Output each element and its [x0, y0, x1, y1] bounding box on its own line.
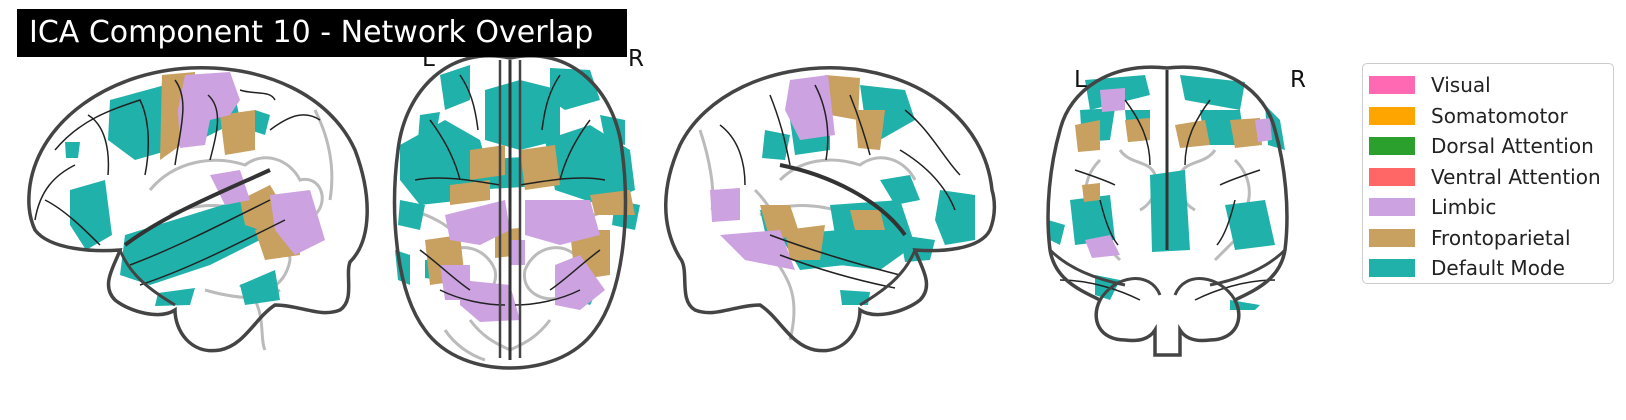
- sagittal-left-sulci: [34, 79, 321, 286]
- legend-swatch: [1369, 259, 1415, 277]
- sagittal-left-view: [27, 66, 369, 353]
- legend-swatch: [1369, 167, 1415, 186]
- sagittal-right-frontoparietal: [760, 75, 885, 260]
- legend-label: Ventral Attention: [1431, 164, 1601, 189]
- legend-item: Somatomotor: [1369, 103, 1568, 129]
- legend-item: Default Mode: [1369, 255, 1565, 281]
- sagittal-left-sylvian: [123, 168, 271, 247]
- sagittal-left-temporal-lobe: [118, 249, 176, 307]
- sagittal-right-sulci: [719, 84, 961, 289]
- axial-view: L R: [392, 46, 644, 370]
- legend-swatch: [1369, 137, 1415, 155]
- sagittal-right-temporal-lobe: [859, 249, 917, 307]
- axial-right-label: R: [628, 46, 644, 72]
- axial-sulci: [414, 74, 606, 306]
- legend-label: Dorsal Attention: [1431, 134, 1594, 158]
- figure-title: ICA Component 10 - Network Overlap: [17, 9, 627, 57]
- coronal-left-label: L: [1074, 67, 1087, 93]
- coronal-limbic: [1085, 88, 1272, 258]
- legend-label: Visual: [1431, 73, 1491, 97]
- coronal-view: L R: [1046, 65, 1306, 357]
- axial-limbic: [440, 200, 605, 322]
- axial-hemisphere-divider: [498, 60, 522, 358]
- legend-item: Frontoparietal: [1369, 225, 1571, 251]
- sagittal-right-sylvian: [779, 163, 907, 237]
- legend-swatch: [1369, 228, 1415, 247]
- legend-item: Limbic: [1369, 194, 1496, 220]
- coronal-sulci: [1059, 99, 1276, 301]
- legend-label: Limbic: [1431, 195, 1497, 219]
- legend-label: Frontoparietal: [1431, 225, 1571, 250]
- legend-label: Somatomotor: [1431, 103, 1568, 128]
- axial-outline: [392, 54, 628, 370]
- coronal-frontoparietal: [1075, 118, 1262, 202]
- sagittal-left-default-mode: [65, 80, 280, 306]
- sagittal-right-view: [664, 66, 997, 353]
- coronal-right-label: R: [1290, 67, 1306, 93]
- network-legend: Visual Somatomotor Dorsal Attention Ventral…: [1362, 63, 1614, 284]
- legend-swatch: [1369, 76, 1415, 94]
- legend-item: Dorsal Attention: [1369, 133, 1594, 159]
- coronal-outline: [1046, 65, 1289, 357]
- legend-item: Ventral Attention: [1369, 164, 1601, 190]
- legend-item: Visual: [1369, 72, 1491, 98]
- coronal-cerebellum-boundary: [1048, 248, 1287, 287]
- legend-swatch: [1369, 198, 1415, 216]
- sagittal-right-limbic: [710, 75, 835, 270]
- legend-label: Default Mode: [1431, 256, 1565, 280]
- legend-swatch: [1369, 106, 1415, 125]
- coronal-cerebellum-lobes: [1098, 277, 1237, 301]
